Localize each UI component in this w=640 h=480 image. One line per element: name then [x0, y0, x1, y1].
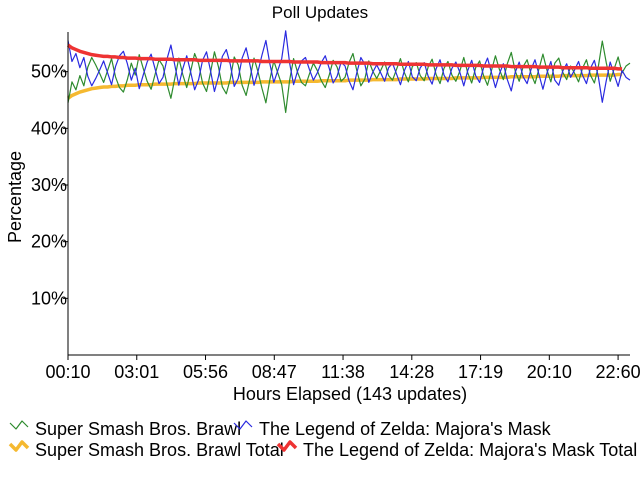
legend: Super Smash Bros. Brawl The Legend of Zel… — [8, 419, 637, 460]
legend-label: Super Smash Bros. Brawl — [35, 419, 241, 439]
plot-area — [66, 30, 631, 114]
y-tick-label: 40% — [31, 118, 67, 138]
y-axis-ticks: 10% 20% 30% 40% 50% — [31, 62, 68, 308]
series-line-2 — [66, 72, 623, 100]
x-tick-label: 20:10 — [527, 362, 572, 382]
y-tick-label: 20% — [31, 232, 67, 252]
y-tick-label: 50% — [31, 62, 67, 82]
series-line-1 — [67, 30, 631, 103]
x-axis-ticks: 00:10 03:01 05:56 08:47 11:38 14:28 17:19 20:10… — [45, 355, 640, 382]
x-tick-label: 08:47 — [252, 362, 297, 382]
x-tick-label: 00:10 — [45, 362, 90, 382]
x-tick-label: 11:38 — [321, 362, 365, 382]
y-axis-label: Percentage — [5, 151, 25, 243]
legend-label: The Legend of Zelda: Majora's Mask Total — [303, 440, 637, 460]
x-tick-label: 22:60 — [596, 362, 640, 382]
x-tick-label: 17:19 — [458, 362, 503, 382]
y-tick-label: 10% — [31, 288, 67, 308]
legend-swatch — [233, 420, 253, 430]
legend-swatch — [8, 440, 30, 452]
x-tick-label: 05:56 — [183, 362, 228, 382]
legend-label: Super Smash Bros. Brawl Total — [35, 440, 284, 460]
chart-title: Poll Updates — [272, 3, 368, 22]
legend-swatch — [276, 440, 298, 452]
x-axis-label: Hours Elapsed (143 updates) — [233, 384, 467, 404]
legend-swatch — [9, 420, 29, 430]
x-tick-label: 14:28 — [389, 362, 434, 382]
series-line-3 — [66, 43, 623, 71]
x-tick-label: 03:01 — [114, 362, 159, 382]
legend-label: The Legend of Zelda: Majora's Mask — [259, 419, 552, 439]
y-tick-label: 30% — [31, 175, 67, 195]
